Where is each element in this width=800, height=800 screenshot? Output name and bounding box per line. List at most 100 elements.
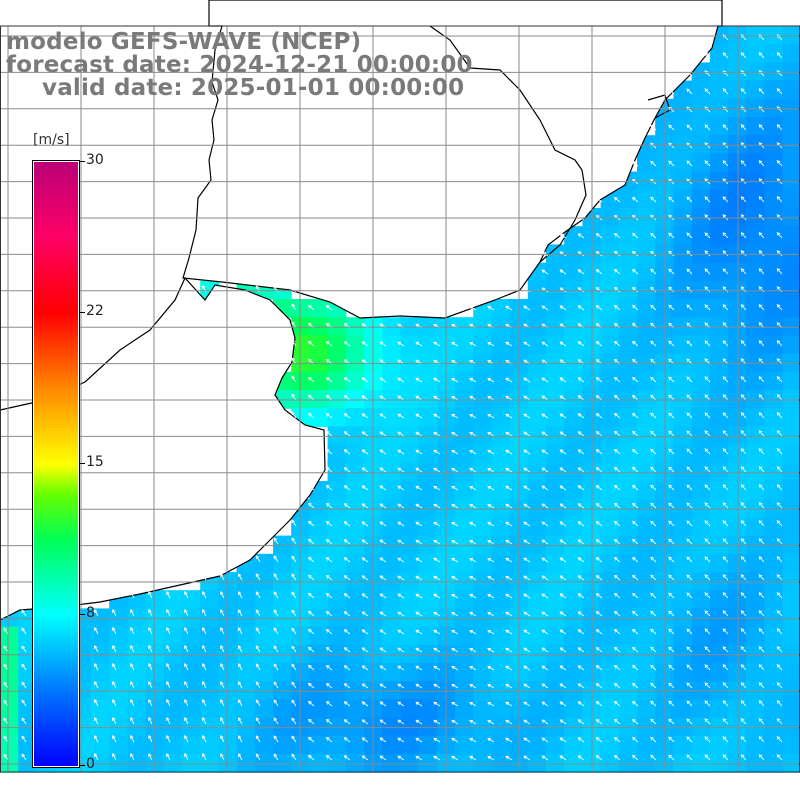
wind-arrow xyxy=(614,557,621,563)
wind-arrow xyxy=(668,340,675,347)
wind-arrow xyxy=(21,753,27,761)
wind-arrow xyxy=(722,196,729,203)
wind-arrow xyxy=(614,755,621,761)
wind-speed-cell xyxy=(564,244,583,264)
wind-arrow-head xyxy=(668,448,672,453)
wind-arrow-head xyxy=(361,521,366,525)
wind-arrow-head xyxy=(130,663,134,667)
wind-arrow-head xyxy=(397,485,402,490)
wind-arrow-head xyxy=(361,665,366,669)
wind-arrow xyxy=(614,665,621,671)
wind-arrow xyxy=(704,250,711,257)
wind-arrow-head xyxy=(469,683,473,688)
wind-arrow xyxy=(255,699,261,707)
wind-arrow xyxy=(379,539,387,545)
wind-arrow xyxy=(559,413,567,419)
wind-arrow xyxy=(326,683,333,689)
wind-speed-cell xyxy=(455,481,474,500)
wind-arrow-head xyxy=(632,268,636,273)
wind-arrow xyxy=(559,629,567,635)
wind-arrow-head xyxy=(541,665,546,669)
wind-speed-cell xyxy=(600,626,620,646)
wind-speed-cell xyxy=(546,663,565,682)
wind-speed-cell xyxy=(546,335,565,355)
wind-speed-cell xyxy=(273,590,292,609)
wind-arrow xyxy=(344,557,351,563)
wind-arrow-head xyxy=(704,412,709,417)
wind-arrow xyxy=(344,521,351,527)
wind-arrow xyxy=(614,233,621,239)
wind-arrow-head xyxy=(668,718,672,723)
wind-arrow xyxy=(776,754,783,761)
wind-speed-cell xyxy=(546,408,565,427)
wind-arrow-head xyxy=(668,736,672,741)
wind-speed-cell xyxy=(709,117,729,136)
wind-speed-cell xyxy=(746,171,765,191)
wind-speed-cell xyxy=(400,644,420,664)
wind-arrow-head xyxy=(595,323,600,327)
wind-arrow xyxy=(433,413,441,419)
wind-speed-cell xyxy=(291,663,310,682)
wind-arrow xyxy=(166,609,171,617)
wind-arrow xyxy=(379,755,387,761)
wind-arrow xyxy=(202,753,207,761)
wind-arrow xyxy=(722,664,729,671)
wind-arrow-head xyxy=(776,646,781,650)
wind-arrow xyxy=(433,521,441,527)
wind-speed-cell xyxy=(327,317,347,336)
wind-speed-cell xyxy=(254,626,274,646)
wind-speed-cell xyxy=(200,699,219,719)
wind-arrow-head xyxy=(397,395,402,400)
wind-speed-cell xyxy=(564,663,583,682)
wind-arrow xyxy=(668,718,675,725)
wind-arrow xyxy=(308,701,315,707)
wind-arrow-head xyxy=(505,611,510,616)
wind-speed-cell xyxy=(673,189,693,209)
wind-arrow-head xyxy=(686,700,691,705)
wind-arrow-head xyxy=(291,375,295,380)
wind-arrow xyxy=(362,503,369,509)
wind-arrow-head xyxy=(291,339,295,344)
wind-arrow-head xyxy=(632,628,636,633)
wind-arrow xyxy=(326,755,333,761)
wind-speed-cell xyxy=(418,626,438,646)
wind-arrow xyxy=(487,666,495,671)
wind-arrow xyxy=(758,88,765,95)
wind-arrow-head xyxy=(237,573,242,578)
wind-arrow xyxy=(433,755,441,761)
wind-arrow-head xyxy=(325,503,330,507)
wind-arrow-head xyxy=(307,376,312,381)
wind-arrow-head xyxy=(650,736,654,741)
wind-arrow xyxy=(291,339,297,347)
wind-speed-cell xyxy=(764,98,784,118)
wind-arrow xyxy=(21,645,27,653)
wind-speed-cell xyxy=(109,626,128,646)
wind-arrow xyxy=(650,574,657,581)
wind-arrow xyxy=(686,232,693,239)
wind-arrow-head xyxy=(379,737,384,741)
wind-arrow xyxy=(686,538,693,545)
wind-arrow-head xyxy=(541,467,546,471)
wind-arrow-head xyxy=(415,665,420,670)
wind-arrow-head xyxy=(415,539,420,544)
wind-speed-cell xyxy=(728,280,747,300)
wind-arrow-head xyxy=(704,268,709,273)
wind-speed-cell xyxy=(327,353,347,373)
wind-arrow-head xyxy=(130,627,134,631)
wind-arrow xyxy=(559,467,567,473)
wind-arrow xyxy=(379,395,387,401)
wind-speed-cell xyxy=(418,553,438,573)
wind-arrow-head xyxy=(255,555,260,560)
wind-arrow xyxy=(505,395,513,401)
wind-arrow-head xyxy=(722,34,727,38)
wind-arrow xyxy=(326,467,333,473)
wind-speed-cell xyxy=(691,717,711,737)
wind-arrow xyxy=(740,412,747,419)
wind-speed-cell xyxy=(91,608,110,628)
wind-arrow-head xyxy=(307,646,312,651)
wind-arrow-head xyxy=(220,645,224,649)
wind-arrow xyxy=(650,304,657,311)
wind-speed-cell xyxy=(764,171,784,191)
wind-speed-cell xyxy=(273,644,292,664)
wind-speed-cell xyxy=(637,208,656,227)
